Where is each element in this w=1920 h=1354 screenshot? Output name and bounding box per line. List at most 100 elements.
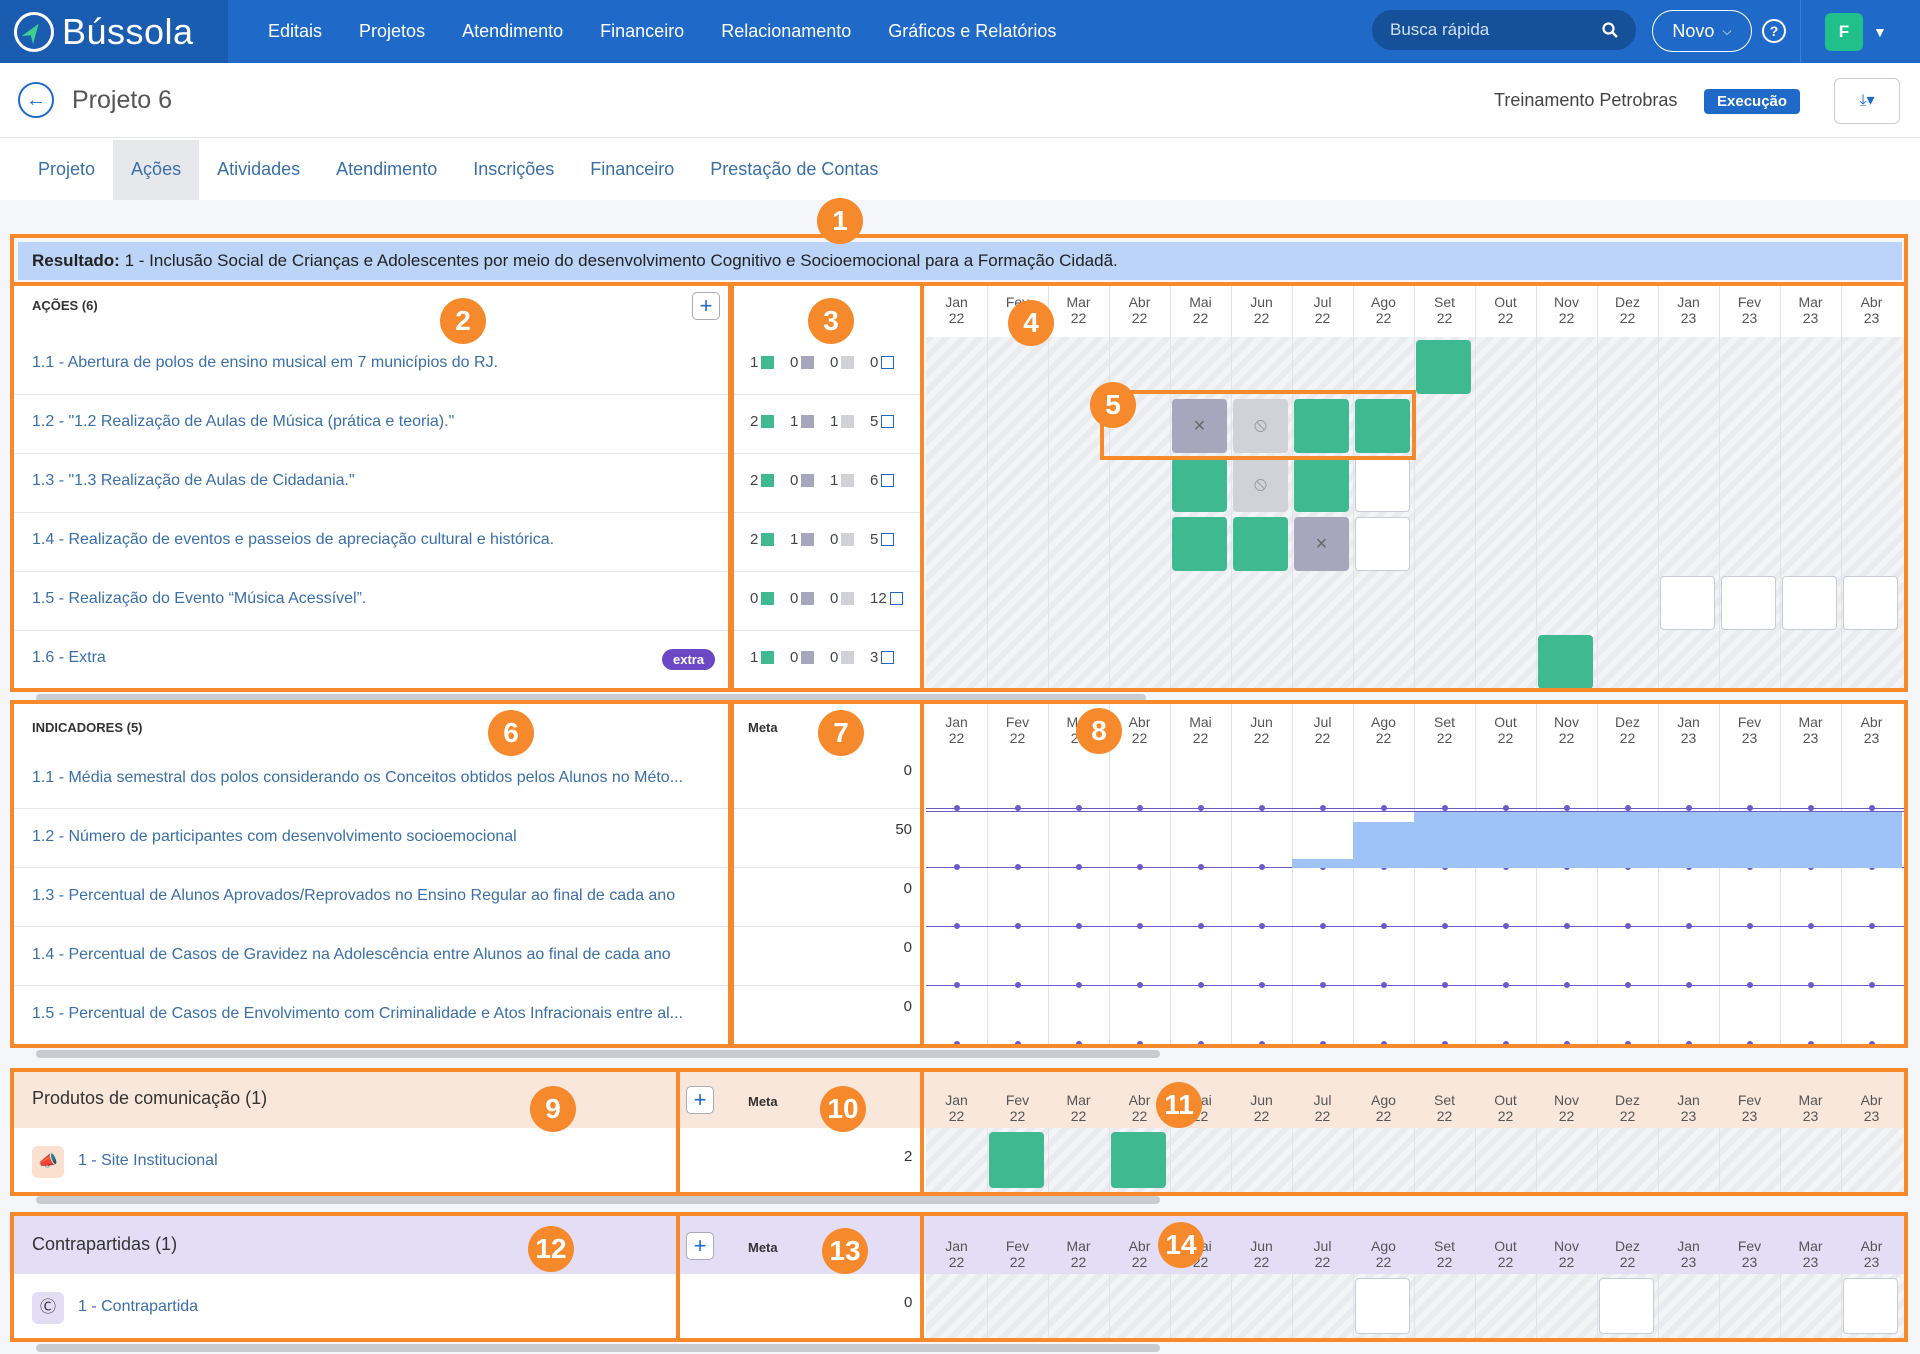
schedule-cell-done[interactable]	[1294, 458, 1349, 512]
month-year: 22	[1070, 1254, 1087, 1270]
schedule-cell-cancel[interactable]: ×	[1294, 517, 1349, 571]
tab-inscricoes[interactable]: Inscrições	[473, 159, 555, 179]
schedule-cell-pend[interactable]	[1660, 576, 1715, 630]
tab-atendimento[interactable]: Atendimento	[336, 159, 438, 179]
action-counts-row: 2 1 0 5	[734, 513, 920, 572]
avatar[interactable]: F	[1825, 13, 1863, 51]
schedule-cell-done[interactable]	[1233, 517, 1288, 571]
schedule-cell-pend[interactable]	[1782, 576, 1837, 630]
nav-relacionamento[interactable]: Relacionamento	[721, 21, 852, 41]
megaphone-icon: 📣	[32, 1146, 64, 1178]
data-point	[1197, 923, 1204, 929]
month-header: Abr 23	[1841, 1238, 1902, 1270]
schedule-cell-pend[interactable]	[1843, 576, 1898, 630]
month-name: Ago	[1371, 714, 1396, 730]
indicator-row[interactable]: 1.3 - Percentual de Alunos Aprovados/Rep…	[14, 868, 730, 927]
month-year: 22	[1619, 1254, 1636, 1270]
annotation-badge-11: 11	[1156, 1082, 1202, 1128]
data-point	[1380, 923, 1387, 929]
month-name: Jan	[945, 714, 968, 730]
count-value: 6	[870, 472, 879, 489]
month-year: 22	[1497, 730, 1514, 746]
horizontal-scrollbar[interactable]	[36, 694, 1146, 702]
add-product-button[interactable]: +	[686, 1086, 714, 1114]
schedule-cell-pend[interactable]	[1355, 517, 1410, 571]
month-name: Jun	[1250, 1238, 1273, 1254]
count-value: 0	[790, 472, 799, 489]
data-point	[1319, 805, 1326, 811]
action-row[interactable]: 1.4 - Realização de eventos e passeios d…	[14, 513, 730, 572]
month-year: 22	[1131, 310, 1148, 326]
tab-prestacao-contas[interactable]: Prestação de Contas	[710, 159, 879, 179]
nav-projetos[interactable]: Projetos	[359, 21, 426, 41]
tab-financeiro[interactable]: Financeiro	[590, 159, 675, 179]
nav-atendimento[interactable]: Atendimento	[462, 21, 564, 41]
month-header: Jan 22	[926, 714, 987, 746]
status-square-icon	[841, 651, 855, 664]
month-name: Jul	[1313, 294, 1332, 310]
schedule-cell-done[interactable]	[1538, 635, 1593, 689]
schedule-cell-pend[interactable]	[1721, 576, 1776, 630]
action-row[interactable]: 1.5 - Realização do Evento “Música Acess…	[14, 572, 730, 631]
tab-projeto[interactable]: Projeto	[38, 159, 96, 179]
schedule-cell-done[interactable]	[1416, 340, 1471, 394]
indicator-row[interactable]: 1.4 - Percentual de Casos de Gravidez na…	[14, 927, 730, 986]
count-value: 5	[870, 413, 879, 430]
month-year: 22	[1375, 1108, 1392, 1124]
tab-acoes[interactable]: Ações	[113, 140, 200, 200]
annotation-box-2	[10, 282, 732, 692]
indicator-row[interactable]: 1.1 - Média semestral dos polos consider…	[14, 750, 730, 809]
schedule-cell-done[interactable]	[1355, 399, 1410, 453]
progress-bar	[1597, 811, 1658, 868]
app-logo[interactable]: Bússola	[0, 0, 228, 63]
schedule-cell-pend[interactable]	[1843, 1278, 1898, 1334]
caret-down-icon[interactable]: ▼	[1873, 24, 1887, 40]
schedule-cell-done[interactable]	[1172, 517, 1227, 571]
schedule-cell-pend[interactable]	[1599, 1278, 1654, 1334]
indicator-row[interactable]: 1.2 - Número de participantes com desenv…	[14, 809, 730, 868]
horizontal-scrollbar[interactable]	[36, 1050, 1160, 1058]
grid-line	[1719, 1274, 1720, 1338]
action-row[interactable]: 1.1 - Abertura de polos de ensino musica…	[14, 336, 730, 395]
nav-editais[interactable]: Editais	[268, 21, 323, 41]
status-count: 1	[790, 531, 815, 548]
help-icon[interactable]: ?	[1762, 19, 1786, 43]
grid-line	[1353, 1274, 1354, 1338]
month-year: 22	[1192, 310, 1209, 326]
annotation-box-13	[676, 1212, 924, 1342]
add-action-button[interactable]: +	[692, 292, 720, 320]
action-counts-row: 1 0 0 0	[734, 336, 920, 395]
add-counterpart-button[interactable]: +	[686, 1232, 714, 1260]
grid-line	[1414, 1128, 1415, 1192]
month-name: Dez	[1615, 1238, 1640, 1254]
annotation-box-9	[10, 1068, 680, 1196]
schedule-cell-done[interactable]	[1172, 458, 1227, 512]
schedule-cell-done[interactable]	[989, 1132, 1044, 1188]
nav-financeiro[interactable]: Financeiro	[600, 21, 685, 41]
month-name: Abr	[1860, 1238, 1883, 1254]
schedule-cell-blocked[interactable]: ⦸	[1233, 458, 1288, 512]
grid-line	[1170, 1128, 1171, 1192]
action-row[interactable]: 1.2 - "1.2 Realização de Aulas de Música…	[14, 395, 730, 454]
horizontal-scrollbar[interactable]	[36, 1196, 1160, 1204]
tab-atividades[interactable]: Atividades	[217, 159, 301, 179]
status-square-icon	[841, 533, 855, 546]
nav-graficos[interactable]: Gráficos e Relatórios	[888, 21, 1057, 41]
new-button[interactable]: Novo ⌵	[1652, 10, 1752, 52]
download-button[interactable]: ⤓▾	[1834, 78, 1900, 124]
action-row[interactable]: 1.3 - "1.3 Realização de Aulas de Cidada…	[14, 454, 730, 513]
horizontal-scrollbar[interactable]	[36, 1344, 1160, 1352]
schedule-cell-done[interactable]	[1111, 1132, 1166, 1188]
back-button[interactable]: ←	[18, 82, 54, 118]
data-point	[1868, 923, 1875, 929]
month-header: Jan 23	[1658, 1092, 1719, 1124]
schedule-cell-blocked[interactable]: ⦸	[1233, 399, 1288, 453]
schedule-cell-cancel[interactable]: ×	[1172, 399, 1227, 453]
indicators-timeline: Jan22Fev22Mar22Abr22Mai22Jun22Jul22Ago22…	[926, 704, 1904, 1047]
month-header: Out 22	[1475, 294, 1536, 326]
search-input[interactable]: Busca rápida	[1372, 10, 1636, 50]
compass-icon	[14, 11, 54, 52]
schedule-cell-pend[interactable]	[1355, 1278, 1410, 1334]
schedule-cell-done[interactable]	[1294, 399, 1349, 453]
